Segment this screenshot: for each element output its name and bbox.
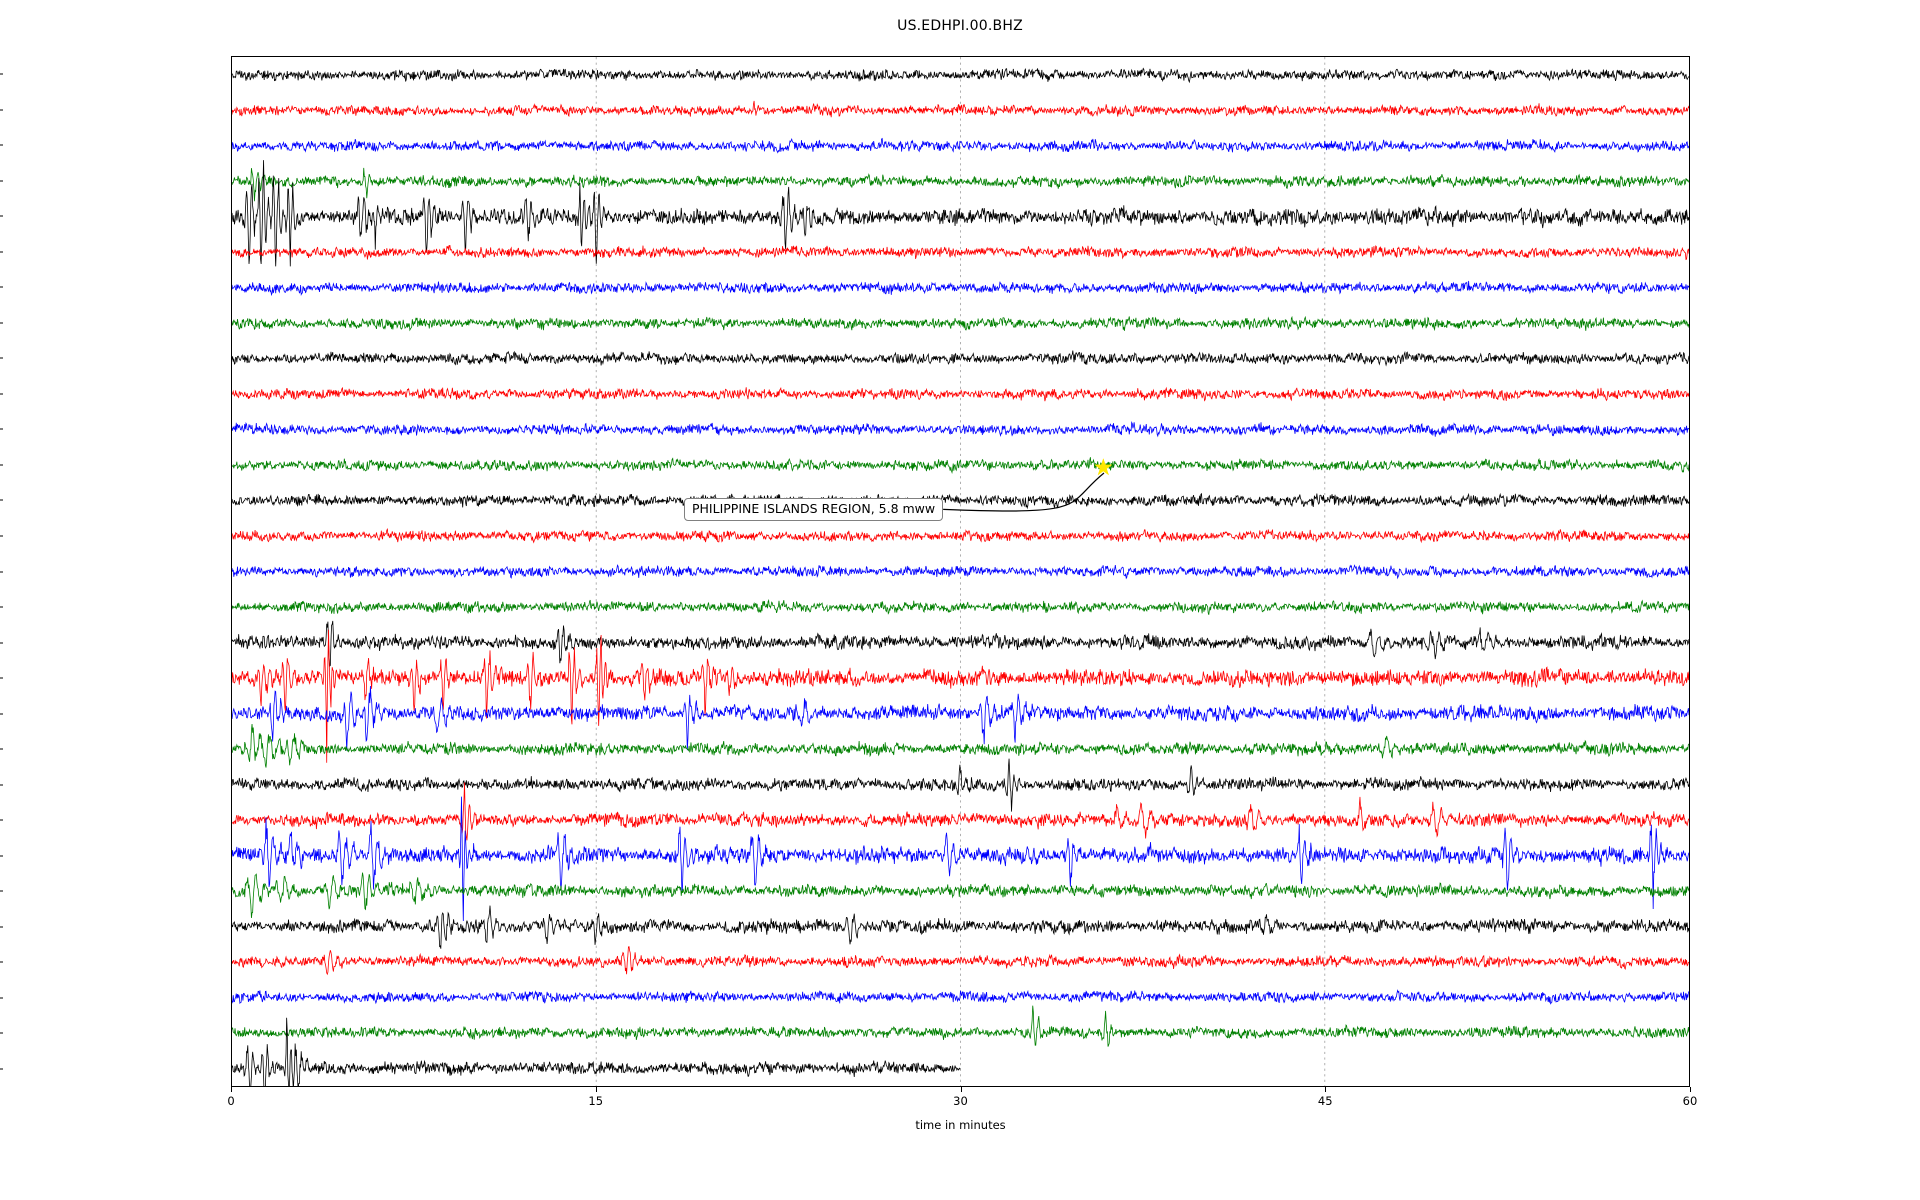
y-tick-mark — [0, 926, 3, 928]
x-axis-title: time in minutes — [915, 1118, 1006, 1132]
y-tick-mark — [0, 215, 3, 217]
trace-row — [232, 782, 1689, 841]
y-axis-tick-labels: 00:00:0701:00:0702:00:0703:00:0704:00:07… — [0, 0, 231, 1200]
trace-row — [232, 564, 1689, 580]
trace-row — [232, 421, 1689, 438]
trace-row — [232, 100, 1689, 118]
y-tick-mark — [0, 535, 3, 537]
trace-row — [232, 946, 1689, 976]
y-tick-mark — [0, 713, 3, 715]
y-tick-mark — [0, 144, 3, 146]
event-star-icon: ★ — [1093, 455, 1114, 481]
trace-row — [232, 1017, 961, 1086]
x-tick-mark — [231, 1087, 232, 1092]
trace-row — [232, 620, 1689, 667]
y-tick-mark — [0, 855, 3, 857]
trace-row — [232, 723, 1689, 768]
trace-row — [232, 386, 1689, 402]
y-tick-mark — [0, 677, 3, 679]
trace-row — [232, 350, 1689, 367]
trace-row — [232, 758, 1689, 812]
y-tick-mark — [0, 748, 3, 750]
y-tick-mark — [0, 464, 3, 466]
trace-row — [232, 989, 1689, 1005]
y-tick-mark — [0, 819, 3, 821]
trace-row — [232, 67, 1689, 84]
event-annotation-label: PHILIPPINE ISLANDS REGION, 5.8 mww — [684, 498, 944, 521]
trace-row — [232, 457, 1689, 475]
trace-row — [232, 629, 1689, 763]
trace-row — [232, 796, 1689, 921]
y-tick-mark — [0, 642, 3, 644]
y-tick-mark — [0, 1032, 3, 1034]
y-tick-mark — [0, 73, 3, 75]
x-tick-mark — [960, 1087, 962, 1092]
y-tick-mark — [0, 1068, 3, 1070]
plot-area — [231, 56, 1690, 1087]
y-tick-mark — [0, 890, 3, 892]
y-tick-mark — [0, 784, 3, 786]
y-tick-mark — [0, 180, 3, 182]
y-tick-mark — [0, 571, 3, 572]
x-tick-mark — [1325, 1087, 1327, 1092]
trace-row — [232, 167, 1689, 202]
y-tick-mark — [0, 428, 3, 430]
trace-row — [232, 685, 1689, 751]
trace-row — [232, 905, 1689, 949]
trace-row — [232, 872, 1689, 918]
y-tick-mark — [0, 961, 3, 963]
x-tick-mark — [595, 1087, 597, 1092]
y-tick-mark — [0, 251, 3, 253]
x-tick-label: 30 — [953, 1094, 968, 1108]
y-tick-mark — [0, 393, 3, 395]
x-tick-label: 0 — [227, 1094, 235, 1108]
trace-row — [232, 160, 1689, 267]
trace-row — [232, 280, 1689, 297]
y-tick-mark — [0, 997, 3, 999]
y-tick-mark — [0, 109, 3, 111]
y-tick-mark — [0, 357, 3, 359]
trace-row — [232, 137, 1689, 154]
y-tick-mark — [0, 286, 3, 288]
trace-row — [232, 315, 1689, 332]
y-tick-mark — [0, 322, 3, 324]
x-tick-mark — [1690, 1087, 1691, 1092]
x-tick-label: 60 — [1682, 1094, 1698, 1108]
trace-row — [232, 598, 1689, 615]
trace-row — [232, 1005, 1689, 1047]
trace-row — [232, 244, 1689, 261]
trace-row — [232, 528, 1689, 544]
x-tick-label: 15 — [588, 1094, 604, 1108]
seismic-traces — [232, 57, 1689, 1086]
y-tick-mark — [0, 606, 3, 608]
x-tick-label: 45 — [1317, 1094, 1333, 1108]
y-tick-mark — [0, 499, 3, 501]
page-title: US.EDHPI.00.BHZ — [897, 18, 1023, 34]
